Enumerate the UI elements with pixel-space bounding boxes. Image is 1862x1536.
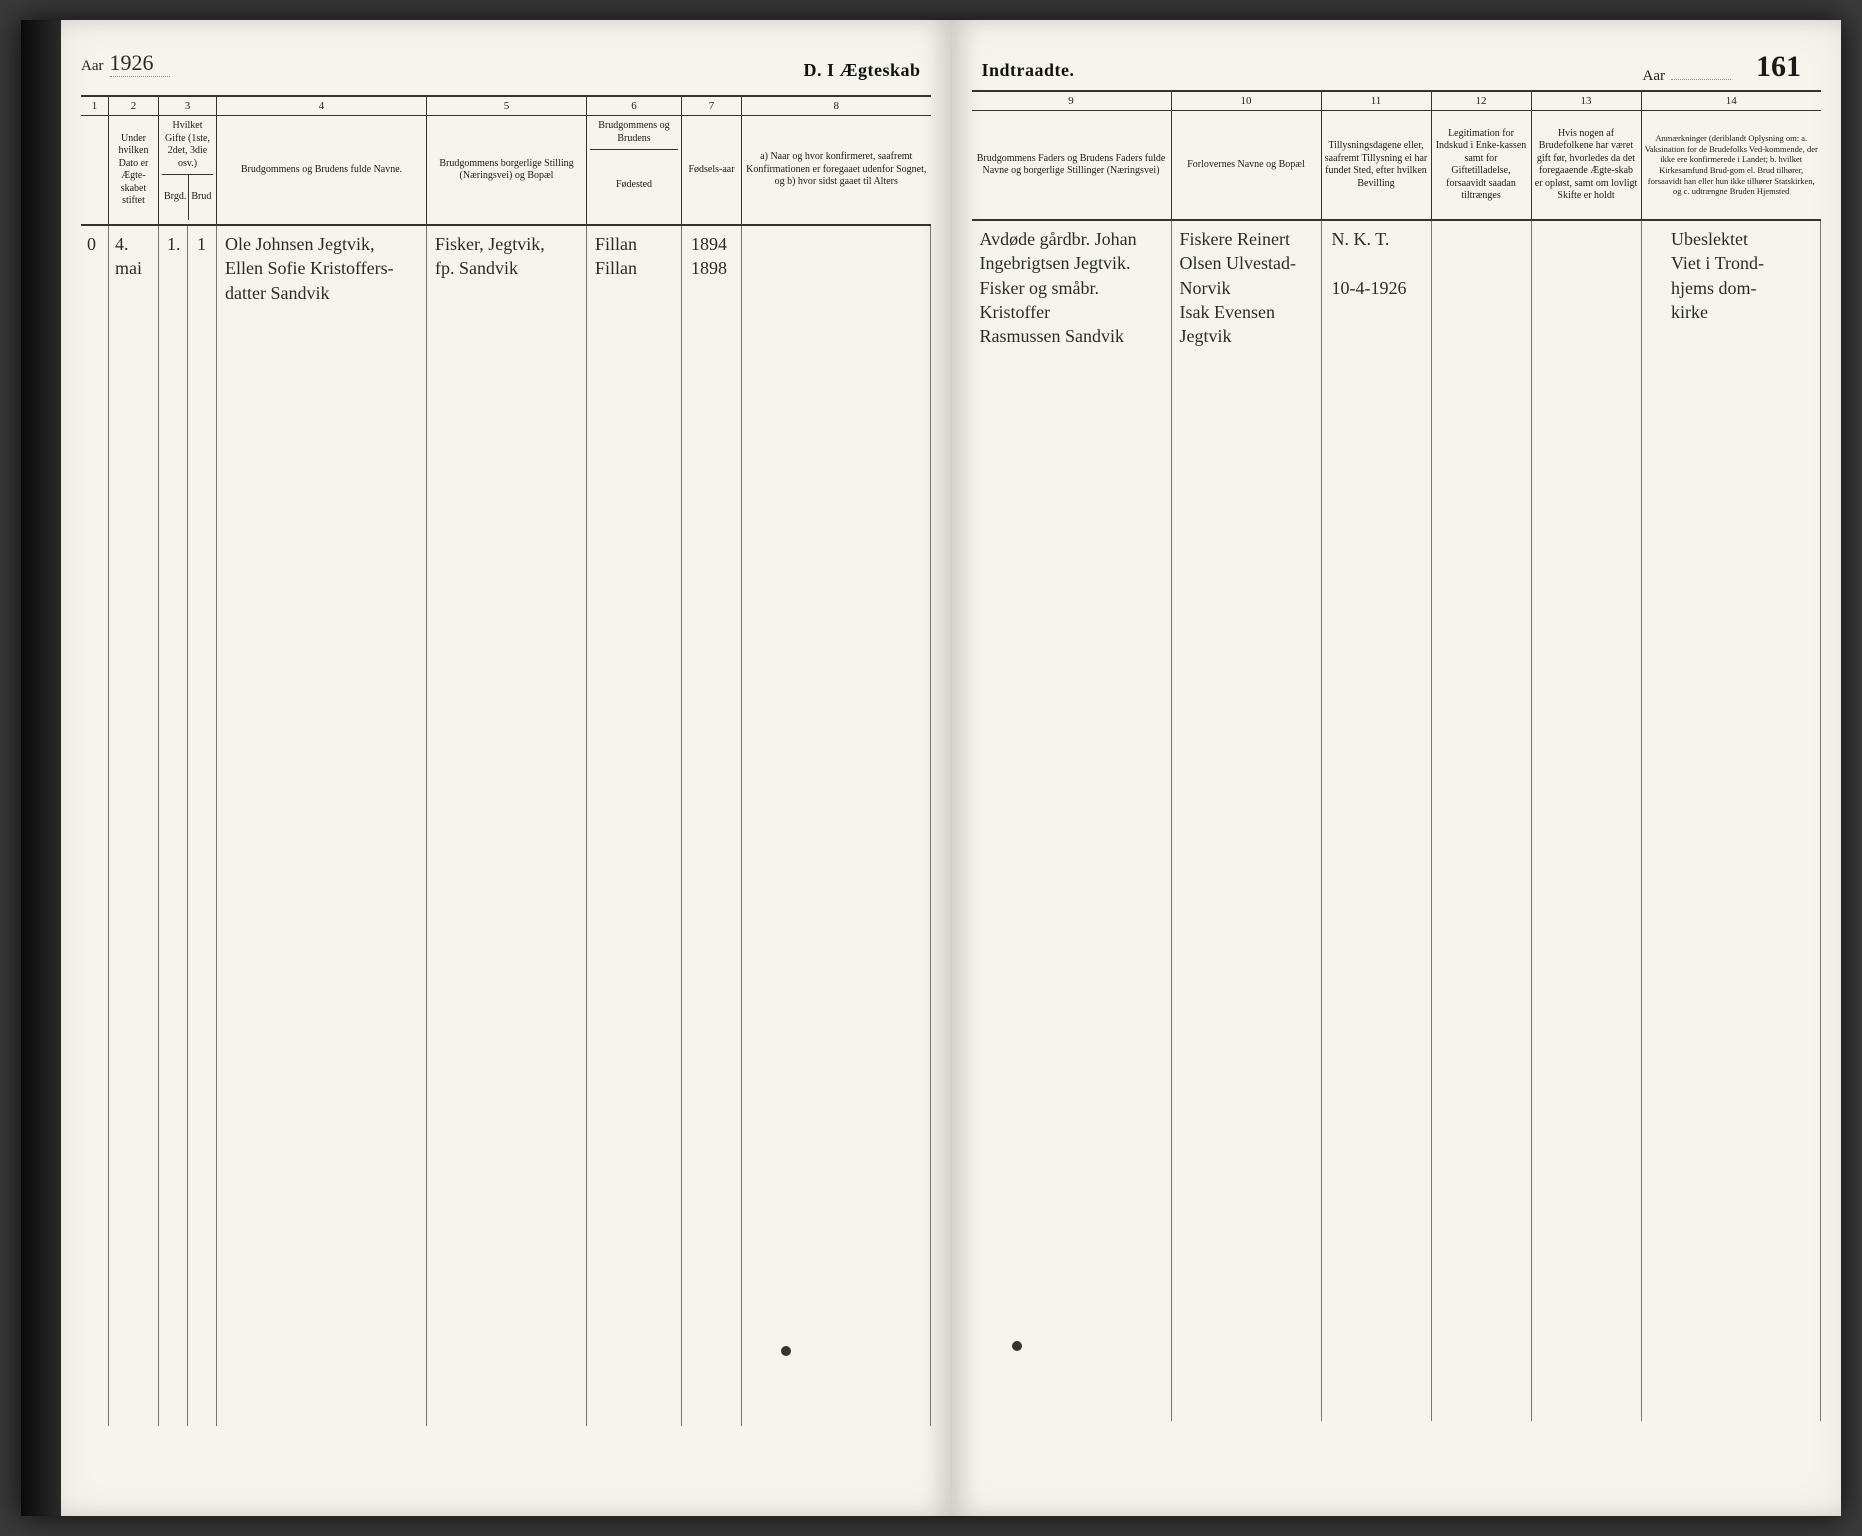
entry-stilling: Fisker, Jegtvik, fp. Sandvik [431, 230, 585, 283]
header-row-right: Brudgommens Faders og Brudens Faders ful… [972, 111, 1822, 221]
header-row-left: Under hvilken Dato er Ægte-skabet stifte… [81, 116, 931, 226]
colnum: 2 [109, 97, 159, 115]
book-spine [21, 20, 61, 1516]
colnum: 10 [1172, 92, 1322, 110]
year-label: Aar [1643, 68, 1666, 85]
colnum: 6 [587, 97, 682, 115]
col [188, 226, 217, 1426]
header-gifte-label: Hvilket Gifte (1ste, 2det, 3die osv.) [162, 120, 213, 170]
col [81, 226, 109, 1426]
colnum: 11 [1322, 92, 1432, 110]
header-legitimation: Legitimation for Indskud i Enke-kassen s… [1432, 111, 1532, 219]
colnum: 9 [972, 92, 1172, 110]
col [109, 226, 159, 1426]
header-brud: Brud [189, 175, 213, 220]
colnum: 1 [81, 97, 109, 115]
header-blank [81, 116, 109, 224]
entry-tillysning: N. K. T. 10-4-1926 [1328, 225, 1432, 302]
section-title-right: Indtraadte. [982, 60, 1075, 81]
header-date: Under hvilken Dato er Ægte-skabet stifte… [109, 116, 159, 224]
header-forlovere: Forlovernes Navne og Bopæl [1172, 111, 1322, 219]
col [427, 226, 587, 1426]
page-number: 161 [1756, 50, 1801, 84]
left-page: Aar 1926 D. I Ægteskab 1 2 3 4 5 6 7 8 U… [61, 20, 952, 1516]
col [159, 226, 188, 1426]
entry-date: 4. mai [111, 230, 157, 283]
header-names: Brudgommens og Brudens fulde Navne. [217, 116, 427, 224]
col [1532, 221, 1642, 1421]
colnum: 3 [159, 97, 217, 115]
col [1432, 221, 1532, 1421]
header-foregaaende: Hvis nogen af Brudefolkene har været gif… [1532, 111, 1642, 219]
entry-gifte-brud: 1 [193, 230, 217, 258]
year-value: 1926 [110, 50, 170, 77]
header-fodested-top: Brudgommens og Brudens [590, 120, 678, 145]
col [1172, 221, 1322, 1421]
year-row-right: Aar [1643, 68, 1732, 85]
entry-fodselsaar: 1894 1898 [687, 230, 743, 283]
colnum: 5 [427, 97, 587, 115]
header-fodested: Fødested [590, 150, 678, 220]
colnum: 12 [1432, 92, 1532, 110]
entry-forlovere: Fiskere Reinert Olsen Ulvestad- Norvik I… [1176, 225, 1320, 350]
entry-fodested: Fillan Fillan [591, 230, 681, 283]
header-stilling: Brudgommens borgerlige Stilling (Nærings… [427, 116, 587, 224]
book-spread: Aar 1926 D. I Ægteskab 1 2 3 4 5 6 7 8 U… [21, 20, 1841, 1516]
body-right: Avdøde gårdbr. Johan Ingebrigtsen Jegtvi… [972, 221, 1822, 1421]
section-title-left: D. I Ægteskab [803, 60, 920, 81]
header-gifte: Hvilket Gifte (1ste, 2det, 3die osv.) Br… [159, 116, 217, 224]
header-fedre: Brudgommens Faders og Brudens Faders ful… [972, 111, 1172, 219]
entry-names: Ole Johnsen Jegtvik, Ellen Sofie Kristof… [221, 230, 425, 307]
header-konfirm: a) Naar og hvor konfirmeret, saafremt Ko… [742, 116, 931, 224]
column-numbers-left: 1 2 3 4 5 6 7 8 [81, 95, 931, 116]
body-left: 0 4. mai 1. 1 Ole Johnsen Jegtvik, Ellen… [81, 226, 931, 1426]
header-fodested-group: Brudgommens og Brudens Fødested [587, 116, 682, 224]
colnum: 8 [742, 97, 931, 115]
entry-fedre: Avdøde gårdbr. Johan Ingebrigtsen Jegtvi… [976, 225, 1170, 350]
colnum: 14 [1642, 92, 1822, 110]
col [972, 221, 1172, 1421]
header-brgd: Brgd. [162, 175, 189, 220]
column-numbers-right: 9 10 11 12 13 14 [972, 90, 1822, 111]
col [217, 226, 427, 1426]
entry-anm: Ubeslektet Viet i Trond- hjems dom- kirk… [1667, 225, 1817, 326]
colnum: 4 [217, 97, 427, 115]
header-tillysning: Tillysningsdagene eller, saafremt Tillys… [1322, 111, 1432, 219]
col [1642, 221, 1822, 1421]
paper-mark [1012, 1341, 1022, 1351]
col [742, 226, 931, 1426]
col [587, 226, 682, 1426]
colnum: 13 [1532, 92, 1642, 110]
col [1322, 221, 1432, 1421]
header-fodselsaar: Fødsels-aar [682, 116, 742, 224]
right-page: 161 Indtraadte. Aar 9 10 11 12 13 14 Bru… [952, 20, 1842, 1516]
year-value [1671, 79, 1731, 80]
header-anm: Anmærkninger (deriblandt Oplysning om: a… [1642, 111, 1822, 219]
col [682, 226, 742, 1426]
year-label: Aar [81, 58, 104, 75]
entry-gifte-brgd: 1. [163, 230, 187, 258]
entry-num: 0 [83, 230, 107, 258]
paper-mark [781, 1346, 791, 1356]
colnum: 7 [682, 97, 742, 115]
